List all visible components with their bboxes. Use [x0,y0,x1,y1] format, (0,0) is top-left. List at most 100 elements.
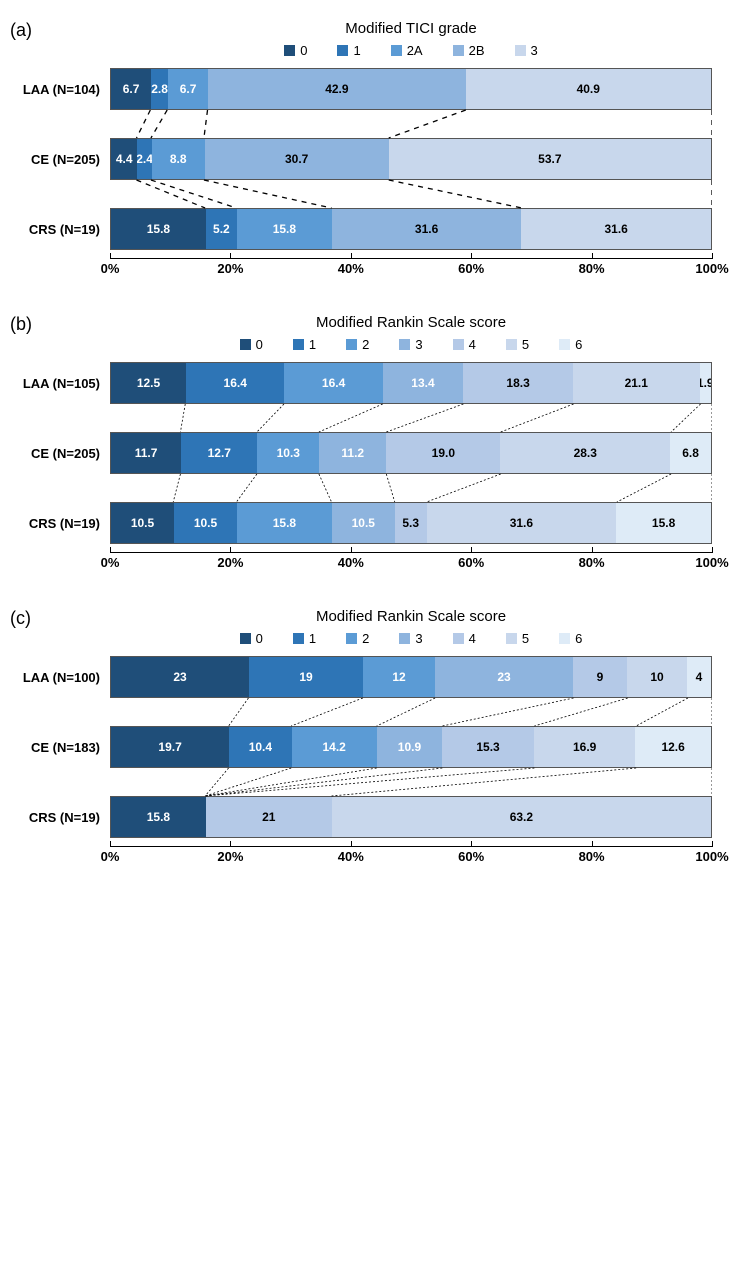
axis-tick-label: 20% [217,261,243,276]
bar-segment: 30.7 [205,139,389,179]
segment-value: 63.2 [510,810,533,824]
axis-tick-label: 100% [695,555,728,570]
bar-segment: 15.8 [111,797,206,837]
segment-value: 18.3 [506,376,529,390]
segment-value: 28.3 [574,446,597,460]
legend: 0123456 [90,631,732,646]
axis-tick-label: 80% [579,849,605,864]
segment-value: 12.7 [208,446,231,460]
chart-area: LAA (N=100)231912239104CE (N=183)19.710.… [110,656,712,838]
chart-area: LAA (N=104)6.72.86.742.940.9CE (N=205)4.… [110,68,712,250]
segment-value: 14.2 [322,740,345,754]
bar-gap [110,768,712,796]
bar-segment: 15.8 [616,503,711,543]
legend-swatch [506,339,517,350]
segment-value: 2.8 [151,82,168,96]
legend-item: 1 [337,43,360,58]
axis-tick [471,253,472,259]
segment-value: 5.2 [213,222,230,236]
axis-tick [712,547,713,553]
chart-title: Modified Rankin Scale score [90,608,732,625]
bar-row: LAA (N=105)12.516.416.413.418.321.11.9 [110,362,712,404]
bar-segment: 1.9 [700,363,711,403]
bar-segment: 40.9 [466,69,711,109]
axis-tick [471,547,472,553]
axis-tick-label: 40% [338,555,364,570]
legend-swatch [559,339,570,350]
segment-value: 12.5 [137,376,160,390]
legend-item: 2 [346,631,369,646]
axis-tick [230,547,231,553]
bar-row: LAA (N=104)6.72.86.742.940.9 [110,68,712,110]
legend-item: 0 [240,631,263,646]
legend-swatch [346,633,357,644]
row-label: CE (N=183) [0,740,110,755]
bar-segment: 15.3 [442,727,534,767]
row-label: LAA (N=105) [0,376,110,391]
legend-label: 1 [309,337,316,352]
legend-swatch [453,339,464,350]
bar-segment: 10.5 [174,503,237,543]
legend-swatch [346,339,357,350]
segment-value: 16.4 [224,376,247,390]
segment-value: 4.4 [116,152,133,166]
segment-value: 8.8 [170,152,187,166]
bar-gap [110,110,712,138]
x-axis: 0%20%40%60%80%100% [110,552,712,578]
segment-value: 15.8 [652,516,675,530]
bar-segment: 2.4 [137,139,151,179]
row-label: LAA (N=104) [0,82,110,97]
axis-tick [592,253,593,259]
legend-label: 3 [415,337,422,352]
bar-segment: 10.9 [377,727,442,767]
panel-c: (c)Modified Rankin Scale score0123456LAA… [10,608,732,872]
bar-row: CE (N=183)19.710.414.210.915.316.912.6 [110,726,712,768]
segment-value: 15.8 [147,810,170,824]
segment-value: 21 [262,810,275,824]
segment-value: 9 [597,670,604,684]
legend-item: 2 [346,337,369,352]
legend-item: 0 [240,337,263,352]
bar-segment: 6.7 [111,69,151,109]
row-label: CE (N=205) [0,446,110,461]
bar-segment: 53.7 [389,139,711,179]
legend-label: 0 [300,43,307,58]
stacked-bar: 6.72.86.742.940.9 [110,68,712,110]
bar-row: LAA (N=100)231912239104 [110,656,712,698]
legend-swatch [453,633,464,644]
axis-tick-label: 0% [101,261,120,276]
bar-segment: 10 [627,657,687,697]
bar-segment: 6.8 [670,433,711,473]
bar-segment: 31.6 [332,209,522,249]
panel-label: (a) [10,20,32,41]
legend-item: 6 [559,337,582,352]
bar-segment: 12.6 [635,727,711,767]
axis-tick-label: 80% [579,261,605,276]
segment-value: 42.9 [325,82,348,96]
bar-segment: 10.4 [229,727,291,767]
bar-row: CRS (N=19)15.82163.2 [110,796,712,838]
bar-segment: 4.4 [111,139,137,179]
bar-segment: 13.4 [383,363,463,403]
axis-tick-label: 100% [695,261,728,276]
segment-value: 31.6 [604,222,627,236]
legend-item: 1 [293,337,316,352]
bar-segment: 19 [249,657,363,697]
segment-value: 12 [392,670,405,684]
segment-value: 23 [497,670,510,684]
segment-value: 16.9 [573,740,596,754]
chart-area: LAA (N=105)12.516.416.413.418.321.11.9CE… [110,362,712,544]
segment-value: 19.0 [432,446,455,460]
legend-item: 0 [284,43,307,58]
stacked-bar: 10.510.515.810.55.331.615.8 [110,502,712,544]
segment-value: 11.2 [341,446,364,460]
axis-tick-label: 0% [101,849,120,864]
legend-swatch [399,633,410,644]
bar-segment: 8.8 [152,139,205,179]
bar-segment: 16.4 [186,363,284,403]
bar-gap [110,474,712,502]
segment-value: 6.8 [682,446,699,460]
segment-value: 15.3 [476,740,499,754]
legend-label: 4 [469,337,476,352]
panel-a: (a)Modified TICI grade012A2B3LAA (N=104)… [10,20,732,284]
